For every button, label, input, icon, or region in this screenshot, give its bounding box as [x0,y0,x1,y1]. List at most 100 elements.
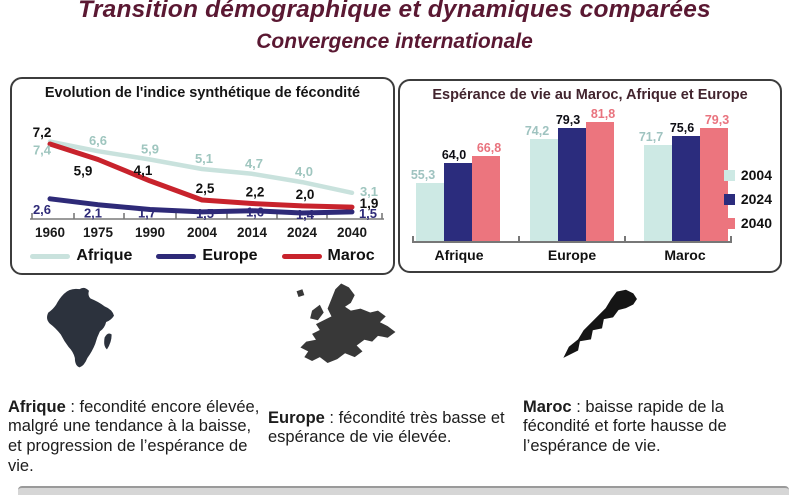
x-axis-year-label: 2024 [287,225,318,240]
x-axis-year-label: 2014 [237,225,268,240]
bar-rect [530,139,558,241]
bar-afrique-2040: 66,8 [472,141,502,241]
bar-value-label: 75,6 [669,121,695,135]
value-label-maroc: 2,2 [246,185,265,200]
bar-europe-2024: 79,3 [555,113,586,241]
legend-swatch-afrique [30,253,71,259]
caption-maroc: Maroc : baisse rapide de la fécondité et… [523,398,787,457]
value-label-europe: 1,5 [359,206,377,221]
bar-value-label: 79,3 [704,113,730,127]
x-axis-year-label: 2004 [187,225,218,240]
bar-category-labels: Afrique Europe Maroc [412,247,732,263]
bar-group-maroc: 71,7 75,6 79,3 [639,113,730,241]
bar-value-label: 74,2 [524,124,550,138]
life-expectancy-bar-plot: 55,3 64,0 66,8 74,2 79,3 81,8 71,7 75,6 79,3 [411,107,732,243]
legend-swatch-2040 [723,217,735,229]
next-element-edge [18,486,789,495]
bar-rect [644,145,672,241]
value-label-maroc: 2,5 [196,181,215,196]
caption-afrique-label: Afrique [8,397,66,416]
caption-afrique: Afrique : fecondité encore élevée, malgr… [8,398,268,477]
bar-group-afrique: 55,3 64,0 66,8 [411,141,502,241]
value-label-maroc: 7,2 [33,125,52,140]
page-subtitle: Convergence internationale [256,30,533,53]
line-series-maroc [47,141,355,210]
x-axis-year-label: 1990 [135,225,165,240]
legend-swatch-europe [156,253,197,259]
value-label-afrique: 3,1 [360,184,378,199]
legend-swatch-maroc [281,253,322,259]
bar-rect [444,163,472,241]
morocco-map-icon [563,289,637,358]
value-label-europe: 2,6 [33,202,51,217]
fertility-chart-title: Evolution de l'indice synthétique de féc… [44,85,361,101]
bar-afrique-2004: 55,3 [411,168,444,241]
bar-value-label: 79,3 [555,113,581,127]
value-label-europe: 1,5 [196,206,214,221]
europe-map-icon [296,283,396,363]
bar-maroc-2040: 79,3 [700,113,730,241]
bar-value-label: 55,3 [410,168,436,182]
bar-group-europe: 74,2 79,3 81,8 [525,107,616,241]
value-label-maroc: 4,1 [134,163,153,178]
bar-rect [416,183,444,241]
bar-rect [586,122,614,241]
fertility-chart-legend: Afrique Europe Maroc [12,247,393,265]
caption-europe: Europe : fécondité très basse et espéran… [268,409,508,449]
bar-maroc-2024: 75,6 [669,121,700,241]
legend-item-2024: 2024 [723,191,772,207]
caption-maroc-text: : baisse rapide de la fécondité et forte… [523,397,727,456]
legend-item-afrique: Afrique [30,247,132,265]
life-expectancy-chart-panel: Espérance de vie au Maroc, Afrique et Eu… [398,79,782,273]
legend-swatch-2024 [723,193,735,205]
value-label-afrique: 6,6 [89,133,107,148]
life-expectancy-chart-title: Espérance de vie au Maroc, Afrique et Eu… [432,87,748,103]
bar-rect [700,128,728,241]
africa-map-icon [47,287,114,368]
bar-rect [558,128,586,241]
bar-axis-tick [412,236,414,242]
bar-afrique-2024: 64,0 [441,148,472,241]
value-label-afrique: 4,7 [245,156,263,171]
life-expectancy-chart-legend: 2004 2024 2040 [723,167,772,231]
legend-swatch-2004 [723,169,735,181]
value-label-maroc: 2,0 [296,187,315,202]
bar-rect [472,156,500,241]
value-label-maroc: 5,9 [74,164,93,179]
legend-label: Europe [202,247,258,264]
bar-value-label: 64,0 [441,148,467,162]
value-label-europe: 1,6 [246,205,264,220]
legend-label: Maroc [327,247,375,264]
value-label-europe: 1,7 [138,205,156,220]
bar-rect [672,136,700,241]
value-label-afrique: 5,1 [195,151,213,166]
caption-europe-text: : fécondité très basse et espérance de v… [268,408,505,447]
caption-afrique-text: : fecondité encore élevée, malgré une te… [8,397,260,475]
bar-category-label-afrique: Afrique [434,247,484,263]
legend-item-2004: 2004 [723,167,772,183]
legend-item-europe: Europe [156,247,258,265]
bar-axis-tick [624,236,627,242]
bar-value-label: 71,7 [638,130,664,144]
fertility-chart-panel: Evolution de l'indice synthétique de féc… [10,77,395,275]
bar-value-label: 81,8 [590,107,616,121]
caption-maroc-label: Maroc [523,397,572,416]
line-series-europe [47,196,355,216]
legend-label: Afrique [76,247,133,264]
value-label-afrique: 7,4 [33,143,52,158]
bar-europe-2004: 74,2 [525,124,558,241]
legend-label: 2004 [740,167,772,183]
line-series-afrique [47,139,355,196]
x-axis-year-label: 1960 [35,225,65,240]
bar-value-label: 66,8 [476,141,502,155]
bar-axis-tick [730,236,732,242]
value-label-afrique: 4,0 [295,164,313,179]
value-label-europe: 1,4 [296,207,315,222]
caption-europe-label: Europe [268,408,325,427]
page-title: Transition démographique et dynamiques c… [78,0,711,23]
bar-axis-tick [517,236,520,242]
value-label-afrique: 5,9 [141,142,159,157]
legend-label: 2024 [740,191,772,207]
x-axis-year-label: 2040 [337,225,367,240]
legend-item-2040: 2040 [723,215,772,231]
